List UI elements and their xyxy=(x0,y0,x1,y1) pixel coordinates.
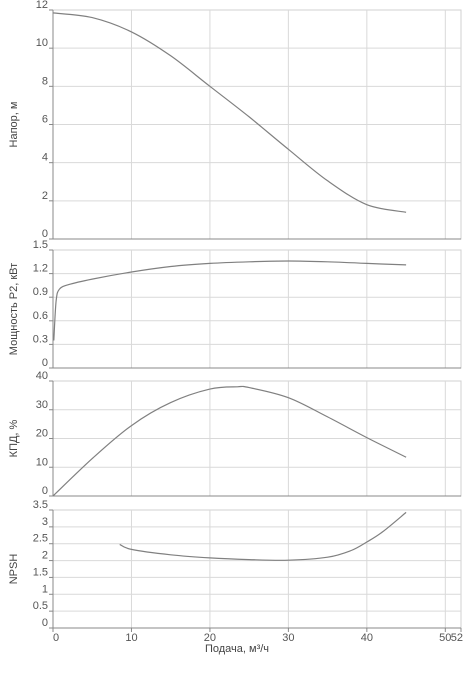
y-tick-label: 10 xyxy=(36,456,48,468)
y-tick-label: 6 xyxy=(42,114,48,126)
y-axis-label: Мощность P2, кВт xyxy=(8,263,20,355)
y-tick-label: 1.5 xyxy=(33,239,48,251)
y-tick-label: 12 xyxy=(36,0,48,11)
x-tick-label: 50 xyxy=(439,632,451,644)
x-axis-label: Подача, м³/ч xyxy=(205,643,269,655)
y-tick-label: 3.5 xyxy=(33,499,48,511)
y-tick-label: 0.6 xyxy=(33,310,48,322)
y-tick-label: 2.5 xyxy=(33,533,48,545)
y-tick-label: 0.9 xyxy=(33,286,48,298)
y-tick-label: 3 xyxy=(42,516,48,528)
series-line xyxy=(52,12,407,213)
y-tick-label: 40 xyxy=(36,370,48,382)
y-tick-label: 1.2 xyxy=(33,263,48,275)
y-tick-label: 1 xyxy=(42,583,48,595)
panel-frame xyxy=(52,249,462,369)
x-tick-label: 20 xyxy=(204,632,216,644)
x-tick-label: 30 xyxy=(282,632,294,644)
panel-1: 0 2 4 6 8 10 12 Напор, м xyxy=(8,0,462,240)
y-tick-label: 2 xyxy=(42,550,48,562)
panel-4: 0 0.5 1 1.5 2 2.5 3 3.5 NPSH 0 10 20 30 40 50 52 Подача,… xyxy=(8,499,463,655)
y-tick-label: 0 xyxy=(42,617,48,629)
y-tick-label: 4 xyxy=(42,152,48,164)
y-tick-label: 8 xyxy=(42,75,48,87)
y-tick-label: 2 xyxy=(42,190,48,202)
y-tick-label: 0 xyxy=(42,485,48,497)
x-tick-label: 10 xyxy=(125,632,137,644)
panel-2: 0 0.3 0.6 0.9 1.2 1.5 Мощность P2, кВт xyxy=(8,239,462,369)
y-axis-label: Напор, м xyxy=(8,102,20,148)
panel-3: 0 10 20 30 40 КПД, % xyxy=(8,370,462,497)
y-tick-label: 1.5 xyxy=(33,566,48,578)
x-tick-label: 40 xyxy=(361,632,373,644)
y-tick-label: 30 xyxy=(36,399,48,411)
x-tick-label: 0 xyxy=(53,632,59,644)
y-axis-label: NPSH xyxy=(8,554,20,585)
x-tick-label: 52 xyxy=(451,632,463,644)
y-axis-label: КПД, % xyxy=(8,419,20,457)
y-tick-label: 0.5 xyxy=(33,600,48,612)
y-tick-label: 20 xyxy=(36,428,48,440)
panel-frame xyxy=(52,509,462,629)
series-line xyxy=(53,260,407,341)
series-line xyxy=(52,385,407,497)
y-tick-label: 0 xyxy=(42,228,48,240)
series-line xyxy=(119,511,407,561)
y-tick-label: 0 xyxy=(42,357,48,369)
y-tick-label: 0.3 xyxy=(33,333,48,345)
y-tick-label: 10 xyxy=(36,37,48,49)
